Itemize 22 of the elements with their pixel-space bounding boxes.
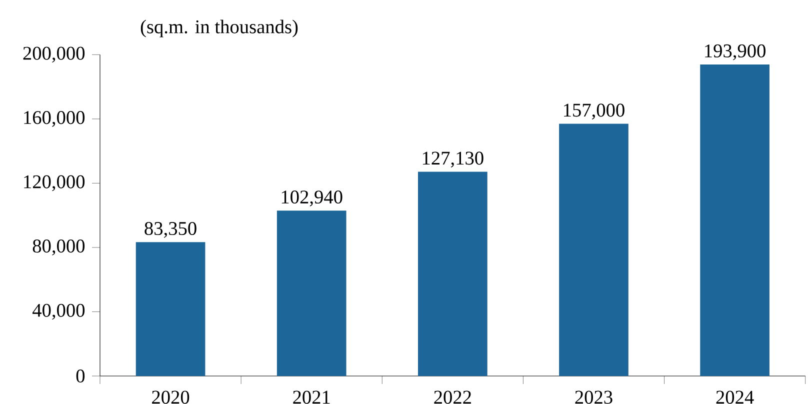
y-axis-title: (sq.m. in thousands): [140, 20, 298, 38]
y-tick-label: 120,000: [24, 175, 85, 192]
y-tick-label: 40,000: [32, 304, 85, 320]
y-tick-label: 0: [76, 369, 85, 383]
x-tick-label: 2022: [434, 390, 471, 404]
data-label: 83,350: [144, 222, 196, 238]
data-label: 193,900: [705, 44, 766, 60]
bar: [559, 124, 628, 376]
data-label: 102,940: [282, 190, 342, 206]
x-tick-label: 2023: [575, 390, 612, 404]
data-label: 127,130: [422, 152, 484, 168]
bar: [276, 210, 346, 376]
x-tick-label: 2021: [293, 390, 330, 404]
data-label: 157,000: [564, 104, 624, 120]
y-tick-label: 200,000: [23, 46, 85, 63]
x-tick-label: 2024: [716, 390, 754, 404]
bar: [418, 172, 488, 376]
x-tick-label: 2020: [152, 390, 190, 404]
y-tick-label: 160,000: [24, 111, 85, 127]
bar: [136, 242, 206, 376]
y-tick-label: 80,000: [32, 240, 85, 256]
bar: [700, 64, 770, 376]
